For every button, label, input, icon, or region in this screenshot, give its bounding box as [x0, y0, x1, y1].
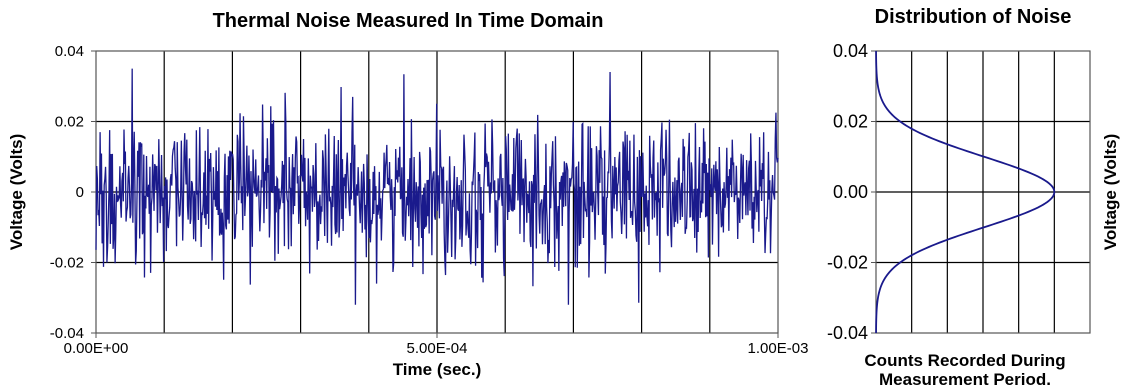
noise-series-line: [95, 68, 779, 305]
distribution-y-tick-label: 0.02: [833, 112, 868, 132]
distribution-title: Distribution of Noise: [875, 6, 1072, 28]
distribution-xlabel-line-2: Measurement Period.: [879, 370, 1051, 389]
distribution-y-tick-label: -0.02: [827, 253, 868, 273]
time-domain-x-tick-label: 0.00E+00: [64, 340, 129, 357]
distribution-ylabel: Voltage (Volts): [1101, 134, 1120, 251]
distribution-chart: Distribution of Noise 0.04 0.02 0.00 -0.02 -…: [827, 6, 1120, 389]
time-domain-y-ticks: 0.04 0.02 0 -0.02 -0.04: [50, 43, 96, 342]
time-domain-chart: Thermal Noise Measured In Time Domain 0.…: [7, 10, 808, 379]
time-domain-y-tick-label: -0.04: [50, 325, 84, 342]
distribution-y-tick-label: 0.04: [833, 41, 868, 61]
time-domain-x-tick-label: 1.00E-03: [748, 340, 809, 357]
distribution-y-tick-label: -0.04: [827, 323, 868, 343]
time-domain-y-tick-label: 0.04: [55, 43, 84, 60]
distribution-y-ticks: 0.04 0.02 0.00 -0.02 -0.04: [827, 41, 876, 343]
distribution-grid: [876, 51, 1090, 333]
time-domain-xlabel: Time (sec.): [393, 360, 482, 379]
time-domain-x-ticks: 0.00E+00 5.00E-04 1.00E-03: [64, 333, 809, 357]
time-domain-y-tick-label: 0.02: [55, 114, 84, 131]
distribution-xlabel-line-1: Counts Recorded During: [864, 351, 1065, 370]
time-domain-ylabel: Voltage (Volts): [7, 134, 26, 251]
time-domain-title: Thermal Noise Measured In Time Domain: [213, 10, 604, 32]
distribution-y-tick-label: 0.00: [833, 182, 868, 202]
time-domain-y-tick-label: 0: [76, 184, 84, 201]
distribution-series-line: [875, 50, 1056, 334]
time-domain-y-tick-label: -0.02: [50, 255, 84, 272]
time-domain-x-tick-label: 5.00E-04: [407, 340, 468, 357]
